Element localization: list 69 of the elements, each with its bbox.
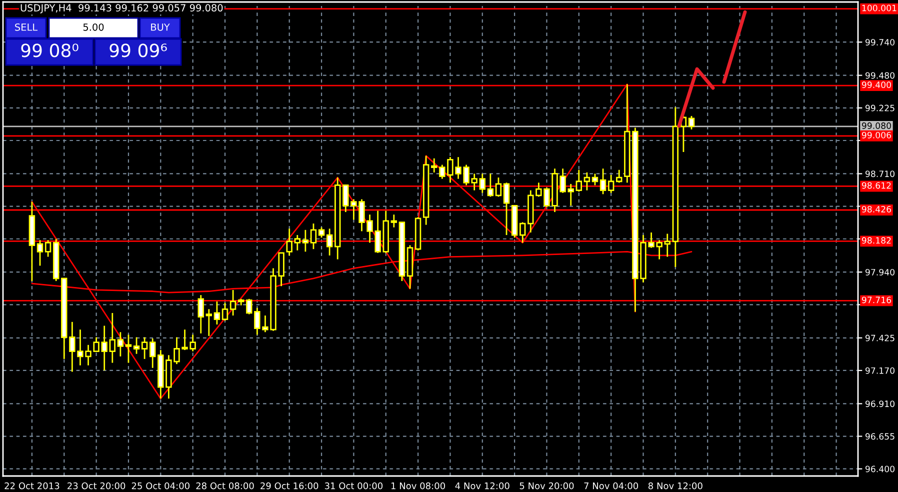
candlestick: [246, 298, 252, 315]
x-tick-label: 25 Oct 04:00: [132, 482, 190, 490]
x-tick-label: 5 Nov 20:00: [520, 482, 574, 490]
candlestick: [495, 176, 502, 198]
chart-title: USDJPY,H4 99.143 99.162 99.057 99.080: [20, 4, 223, 14]
ref-line-label: 98.426: [862, 206, 892, 212]
y-tick-label: 99.225: [865, 104, 894, 112]
candlestick: [592, 173, 598, 186]
candlestick: [230, 289, 236, 316]
candlestick: [390, 214, 398, 228]
x-tick-label: 1 Nov 08:00: [391, 482, 445, 490]
candlestick: [431, 158, 438, 174]
candlestick: [214, 300, 220, 326]
candlestick: [44, 239, 52, 258]
x-tick-label: 29 Oct 16:00: [260, 482, 318, 490]
annotation: 99 09⁶: [110, 44, 167, 58]
candlestick: [117, 331, 124, 358]
y-tick-label: 97.425: [865, 334, 894, 342]
candlestick: [222, 302, 228, 322]
ref-line-label: 99.400: [862, 82, 891, 88]
y-tick-label: 96.910: [865, 400, 895, 408]
candlestick: [141, 336, 148, 360]
ref-line-label: 100.001: [862, 4, 896, 12]
annotation: 99 08⁰: [21, 44, 78, 58]
x-tick-label: 7 Nov 04:00: [584, 482, 638, 490]
candlestick: [206, 308, 212, 337]
ref-line-label: 98.612: [862, 182, 891, 189]
x-tick-label: 4 Nov 12:00: [455, 482, 510, 490]
candlestick: [664, 233, 670, 258]
x-tick-label: 31 Oct 00:00: [324, 482, 383, 490]
ref-line-label: 97.716: [862, 296, 892, 304]
candlestick: [584, 172, 590, 192]
candlestick: [318, 226, 325, 238]
candlestick: [503, 182, 510, 236]
candlestick: [149, 338, 156, 369]
y-tick-label: 97.940: [865, 268, 895, 276]
ref-line-label: 99.006: [862, 132, 892, 138]
candlestick: [310, 222, 317, 250]
annotation: BUY: [151, 24, 170, 31]
candlestick: [576, 169, 582, 192]
candlestick: [688, 115, 695, 130]
candlestick: [302, 229, 309, 252]
candlestick: [608, 174, 614, 194]
annotation: 5.00: [83, 23, 104, 31]
x-tick-label: 28 Oct 08:00: [196, 482, 254, 490]
annotation: SELL: [15, 23, 38, 31]
x-tick-label: 8 Nov 12:00: [648, 482, 702, 490]
y-tick-label: 98.710: [865, 170, 895, 178]
candlestick: [294, 234, 300, 252]
y-tick-label: 99.480: [865, 72, 895, 79]
candlestick: [616, 169, 622, 184]
candlestick: [36, 239, 44, 266]
y-tick-label: 96.655: [865, 433, 894, 440]
candlestick: [519, 222, 526, 244]
y-tick-label: 96.400: [865, 466, 895, 472]
candlestick: [109, 312, 116, 364]
candlestick: [600, 168, 606, 195]
ref-line-label: 99.080: [862, 122, 891, 129]
x-tick-label: 23 Oct 20:00: [68, 482, 126, 490]
candlestick: [198, 294, 204, 334]
ref-line-label: 98.182: [862, 237, 891, 244]
y-tick-label: 99.740: [865, 39, 895, 46]
candlestick: [133, 336, 140, 355]
candlestick: [487, 173, 494, 198]
candlestick: [125, 334, 132, 364]
candlestick: [479, 173, 486, 194]
x-tick-label: 22 Oct 2013: [4, 482, 60, 490]
candlestick: [326, 228, 333, 256]
y-tick-label: 97.170: [865, 367, 895, 374]
